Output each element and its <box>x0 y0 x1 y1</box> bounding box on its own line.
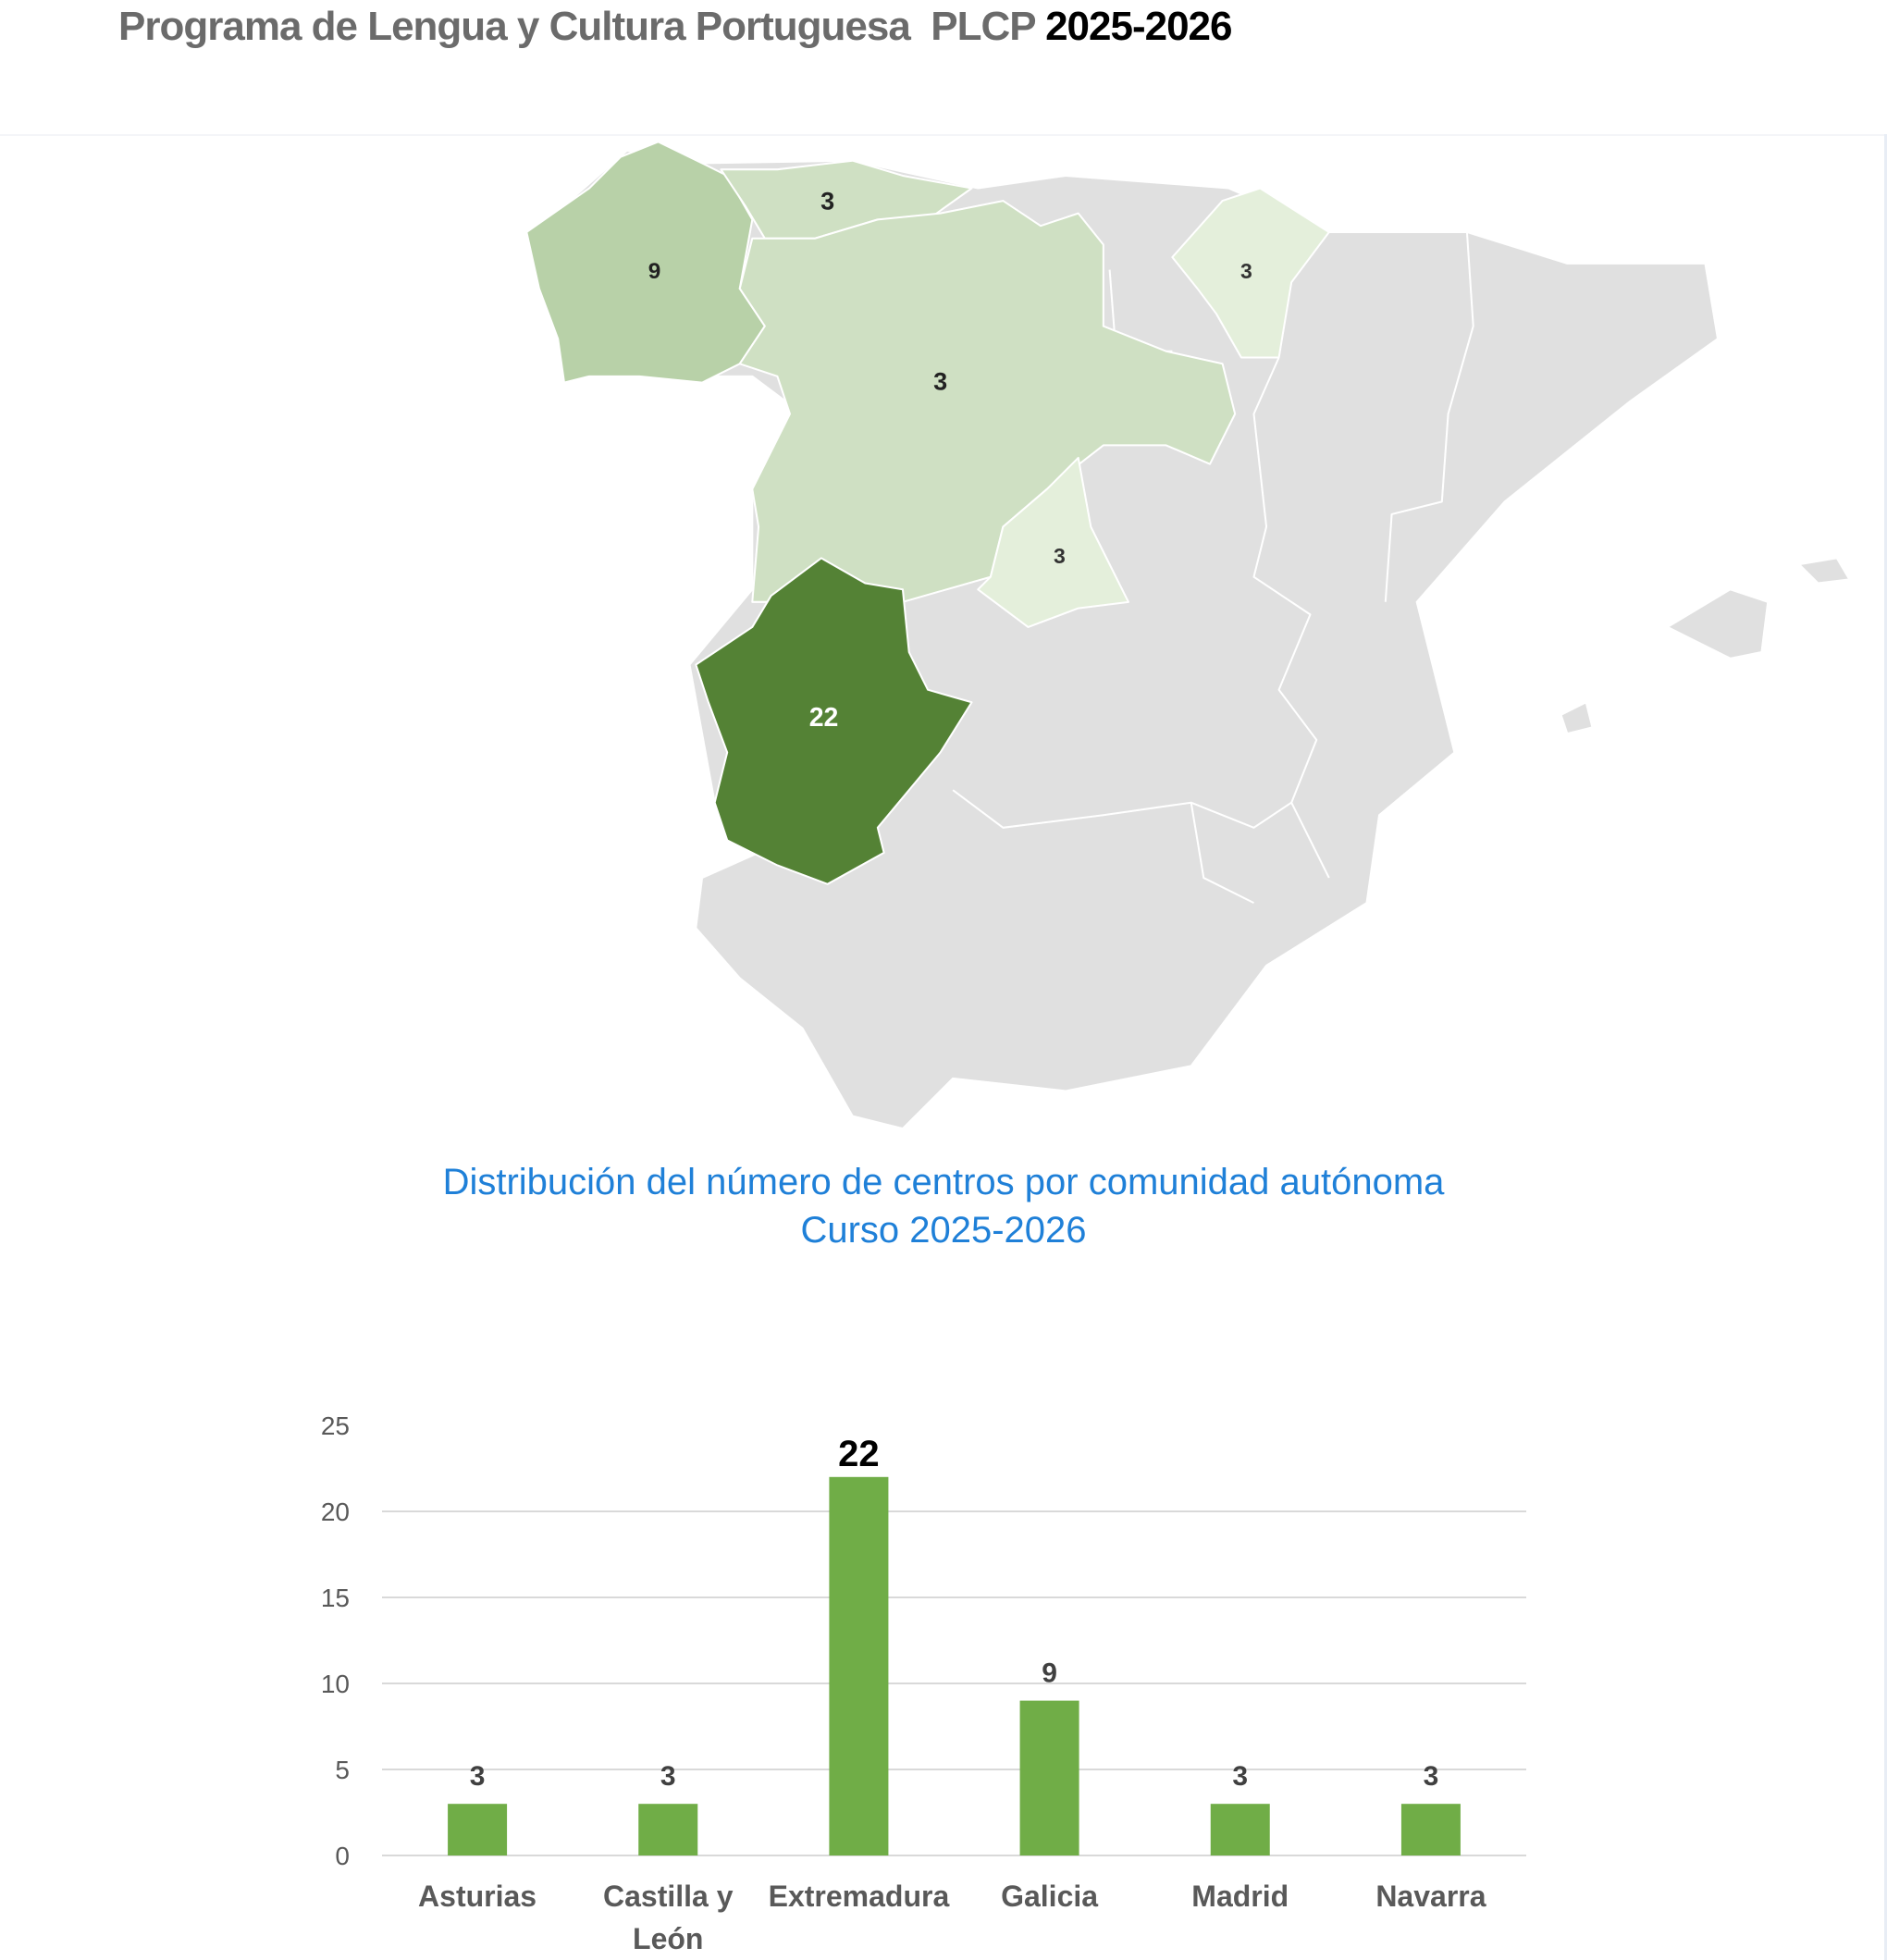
title-text: Programa de Lengua y Cultura Portuguesa … <box>118 4 1046 49</box>
map-region-mallorca <box>1666 588 1770 659</box>
map-region-ibiza <box>1560 701 1594 735</box>
map-region-madrid[interactable] <box>977 456 1129 628</box>
map-label-asturias: 3 <box>820 187 834 216</box>
data-label: 3 <box>1232 1761 1248 1792</box>
page-title: Programa de Lengua y Cultura Portuguesa … <box>118 4 1233 50</box>
bar-castilla-y-león <box>638 1804 698 1855</box>
map-border <box>1190 802 1254 905</box>
map-region-menorca <box>1798 557 1851 585</box>
data-label: 3 <box>470 1761 486 1792</box>
map-border <box>1384 231 1474 602</box>
chart-title: Distribución del número de centros por c… <box>0 1158 1887 1254</box>
map-label-castilla-y-leon: 3 <box>933 367 947 396</box>
x-category-label: Asturias <box>418 1880 536 1913</box>
x-category-label: Extremadura <box>769 1880 950 1913</box>
map-region-castilla-y-leon[interactable] <box>738 200 1237 603</box>
map-region-extremadura[interactable] <box>695 557 973 885</box>
x-category-label: León <box>633 1922 703 1955</box>
y-tick-label: 25 <box>321 1411 350 1440</box>
map-border <box>952 789 1292 829</box>
bar-extremadura <box>829 1476 889 1855</box>
y-tick-label: 20 <box>321 1498 350 1526</box>
data-label: 9 <box>1042 1658 1057 1689</box>
bar-madrid <box>1210 1804 1270 1855</box>
x-category-label: Madrid <box>1191 1880 1289 1913</box>
x-category-label: Castilla y <box>603 1880 734 1913</box>
panel-edge <box>1884 134 1887 1960</box>
y-tick-label: 0 <box>335 1842 350 1870</box>
data-label: 22 <box>838 1434 880 1474</box>
bar-galicia <box>1019 1700 1079 1855</box>
chart-title-line: Distribución del número de centros por c… <box>442 1162 1445 1202</box>
divider <box>0 134 1887 136</box>
title-year: 2025-2026 <box>1045 4 1232 49</box>
bar-navarra <box>1400 1804 1461 1855</box>
data-label: 3 <box>660 1761 676 1792</box>
data-label: 3 <box>1424 1761 1439 1792</box>
map-label-madrid: 3 <box>1054 544 1066 568</box>
y-tick-label: 5 <box>335 1756 350 1784</box>
chart-subtitle: Curso 2025-2026 <box>800 1210 1087 1251</box>
x-category-label: Galicia <box>1001 1880 1098 1913</box>
map-border <box>1252 357 1330 879</box>
y-tick-label: 15 <box>321 1584 350 1612</box>
y-tick-label: 10 <box>321 1670 350 1698</box>
map-label-galicia: 9 <box>648 259 661 284</box>
map-label-navarra: 3 <box>1240 259 1252 283</box>
map-label-extremadura: 22 <box>809 703 839 733</box>
map-region-navarra[interactable] <box>1171 187 1330 359</box>
bar-asturias <box>448 1804 508 1855</box>
x-category-label: Navarra <box>1375 1880 1486 1913</box>
